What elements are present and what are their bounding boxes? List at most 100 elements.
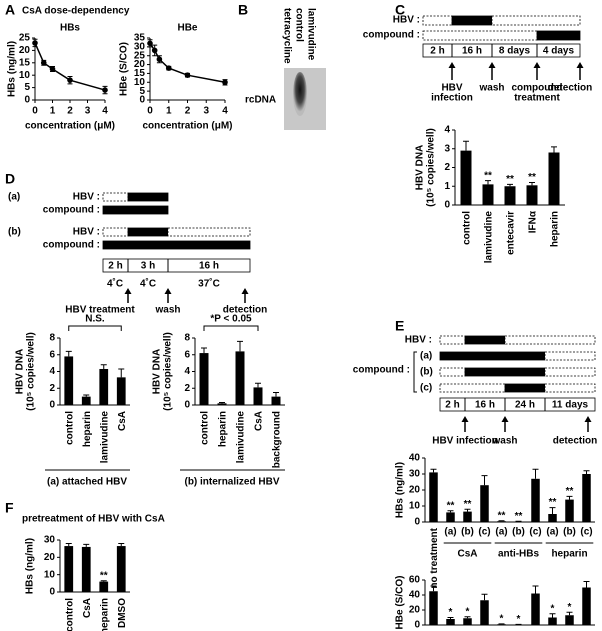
x-tick-label: (c) [529, 527, 541, 538]
arrow-head [124, 288, 132, 294]
error-bar [532, 585, 539, 594]
filled-period [464, 367, 546, 377]
error-bar [532, 468, 539, 479]
x-tick-label: 1 [50, 106, 56, 117]
y-tick-label: 10 [44, 569, 56, 580]
caption: (a) attached HBV [47, 477, 127, 488]
label: (a) [420, 351, 432, 362]
y-tick-label: 40 [409, 453, 421, 464]
significance-label: ** [100, 570, 108, 581]
label: E [395, 318, 404, 334]
blot-band [293, 72, 307, 116]
x-tick-label: CsA [254, 411, 265, 431]
error-bar [118, 542, 125, 547]
label: 4˚C [140, 278, 156, 290]
arrow-head [448, 62, 456, 68]
bar [548, 152, 560, 205]
error-bar [100, 364, 107, 369]
x-tick-label: 4 [222, 106, 228, 117]
bar [463, 618, 472, 625]
bar [99, 581, 109, 592]
label: HBV : [393, 15, 420, 26]
y-tick-label: 30 [409, 469, 421, 480]
error-bar [65, 542, 72, 547]
arrow-head [461, 416, 469, 422]
y-tick-label: 60 [409, 575, 421, 586]
label: 16 h [475, 400, 495, 411]
bracket-label: *P < 0.05 [210, 314, 252, 325]
significance-label: ** [515, 511, 523, 522]
y-tick-label: 2 [49, 383, 55, 394]
significance-label: * [517, 614, 521, 625]
label: HBV treatment [65, 305, 135, 316]
bar [460, 150, 472, 205]
error-bar [100, 580, 107, 582]
y-tick-label: 10 [19, 70, 31, 81]
bar [217, 403, 227, 405]
bar [429, 472, 438, 522]
error-bar [255, 382, 261, 388]
timeline-box [439, 397, 596, 412]
bar [582, 587, 591, 625]
arrow-head [164, 288, 172, 294]
bar [480, 485, 489, 522]
bracket [68, 325, 122, 331]
bar [99, 368, 109, 405]
significance-label: * [551, 603, 555, 614]
x-tick-label: (a) [546, 527, 558, 538]
error-bar [83, 543, 90, 547]
error-bar [430, 585, 437, 592]
y-tick-label: 20 [409, 485, 421, 496]
label: detection [223, 305, 267, 316]
bar [548, 617, 557, 625]
x-tick-label: CsA [117, 411, 128, 431]
error-bar [464, 616, 471, 619]
bar [64, 546, 74, 592]
arrow-head [576, 62, 584, 68]
error-bar [464, 508, 471, 512]
error-bar [507, 183, 513, 187]
y-tick-label: 0 [49, 587, 55, 598]
filled-period [504, 383, 546, 393]
label: HBs (ng/ml) [25, 538, 36, 594]
y-tick-label: 5 [139, 86, 145, 97]
x-tick-label: background [272, 411, 283, 468]
significance-label: ** [464, 499, 472, 510]
data-point [49, 66, 56, 72]
y-tick-label: 0 [24, 95, 30, 106]
label: treatment [514, 93, 560, 104]
x-tick-label: control [462, 211, 473, 245]
arrow-head [584, 416, 592, 422]
label: wash [491, 436, 517, 447]
error-bar [566, 495, 573, 500]
significance-label: ** [549, 497, 557, 508]
label: 11 days [552, 400, 589, 411]
filled-period [127, 192, 169, 202]
label: compound : [43, 240, 100, 251]
y-tick-label: 6 [184, 349, 190, 360]
y-tick-label: 6 [49, 349, 55, 360]
x-tick-label: control [64, 598, 75, 631]
x-tick-label: (c) [580, 527, 592, 538]
label: HBV DNA [152, 349, 163, 395]
bar [81, 396, 91, 405]
bar [463, 511, 472, 522]
bar [81, 546, 91, 592]
dashed-period [544, 351, 596, 361]
y-tick-label: 4 [49, 366, 55, 377]
error-bar [549, 507, 556, 514]
x-tick-label: no treatment [429, 527, 440, 588]
dashed-period [544, 383, 596, 393]
y-tick-label: 15 [134, 68, 146, 79]
label: HBV DNA [15, 349, 26, 395]
bar [446, 619, 455, 625]
error-bar [485, 180, 491, 185]
label: 2 h [445, 400, 459, 411]
y-tick-label: 3 [444, 143, 450, 154]
x-tick-label: (b) [512, 527, 525, 538]
x-tick-label: 3 [85, 106, 91, 117]
significance-label: ** [498, 510, 506, 521]
dashed-period [504, 335, 596, 345]
label: compound : [363, 30, 420, 41]
label: compound [511, 83, 562, 94]
